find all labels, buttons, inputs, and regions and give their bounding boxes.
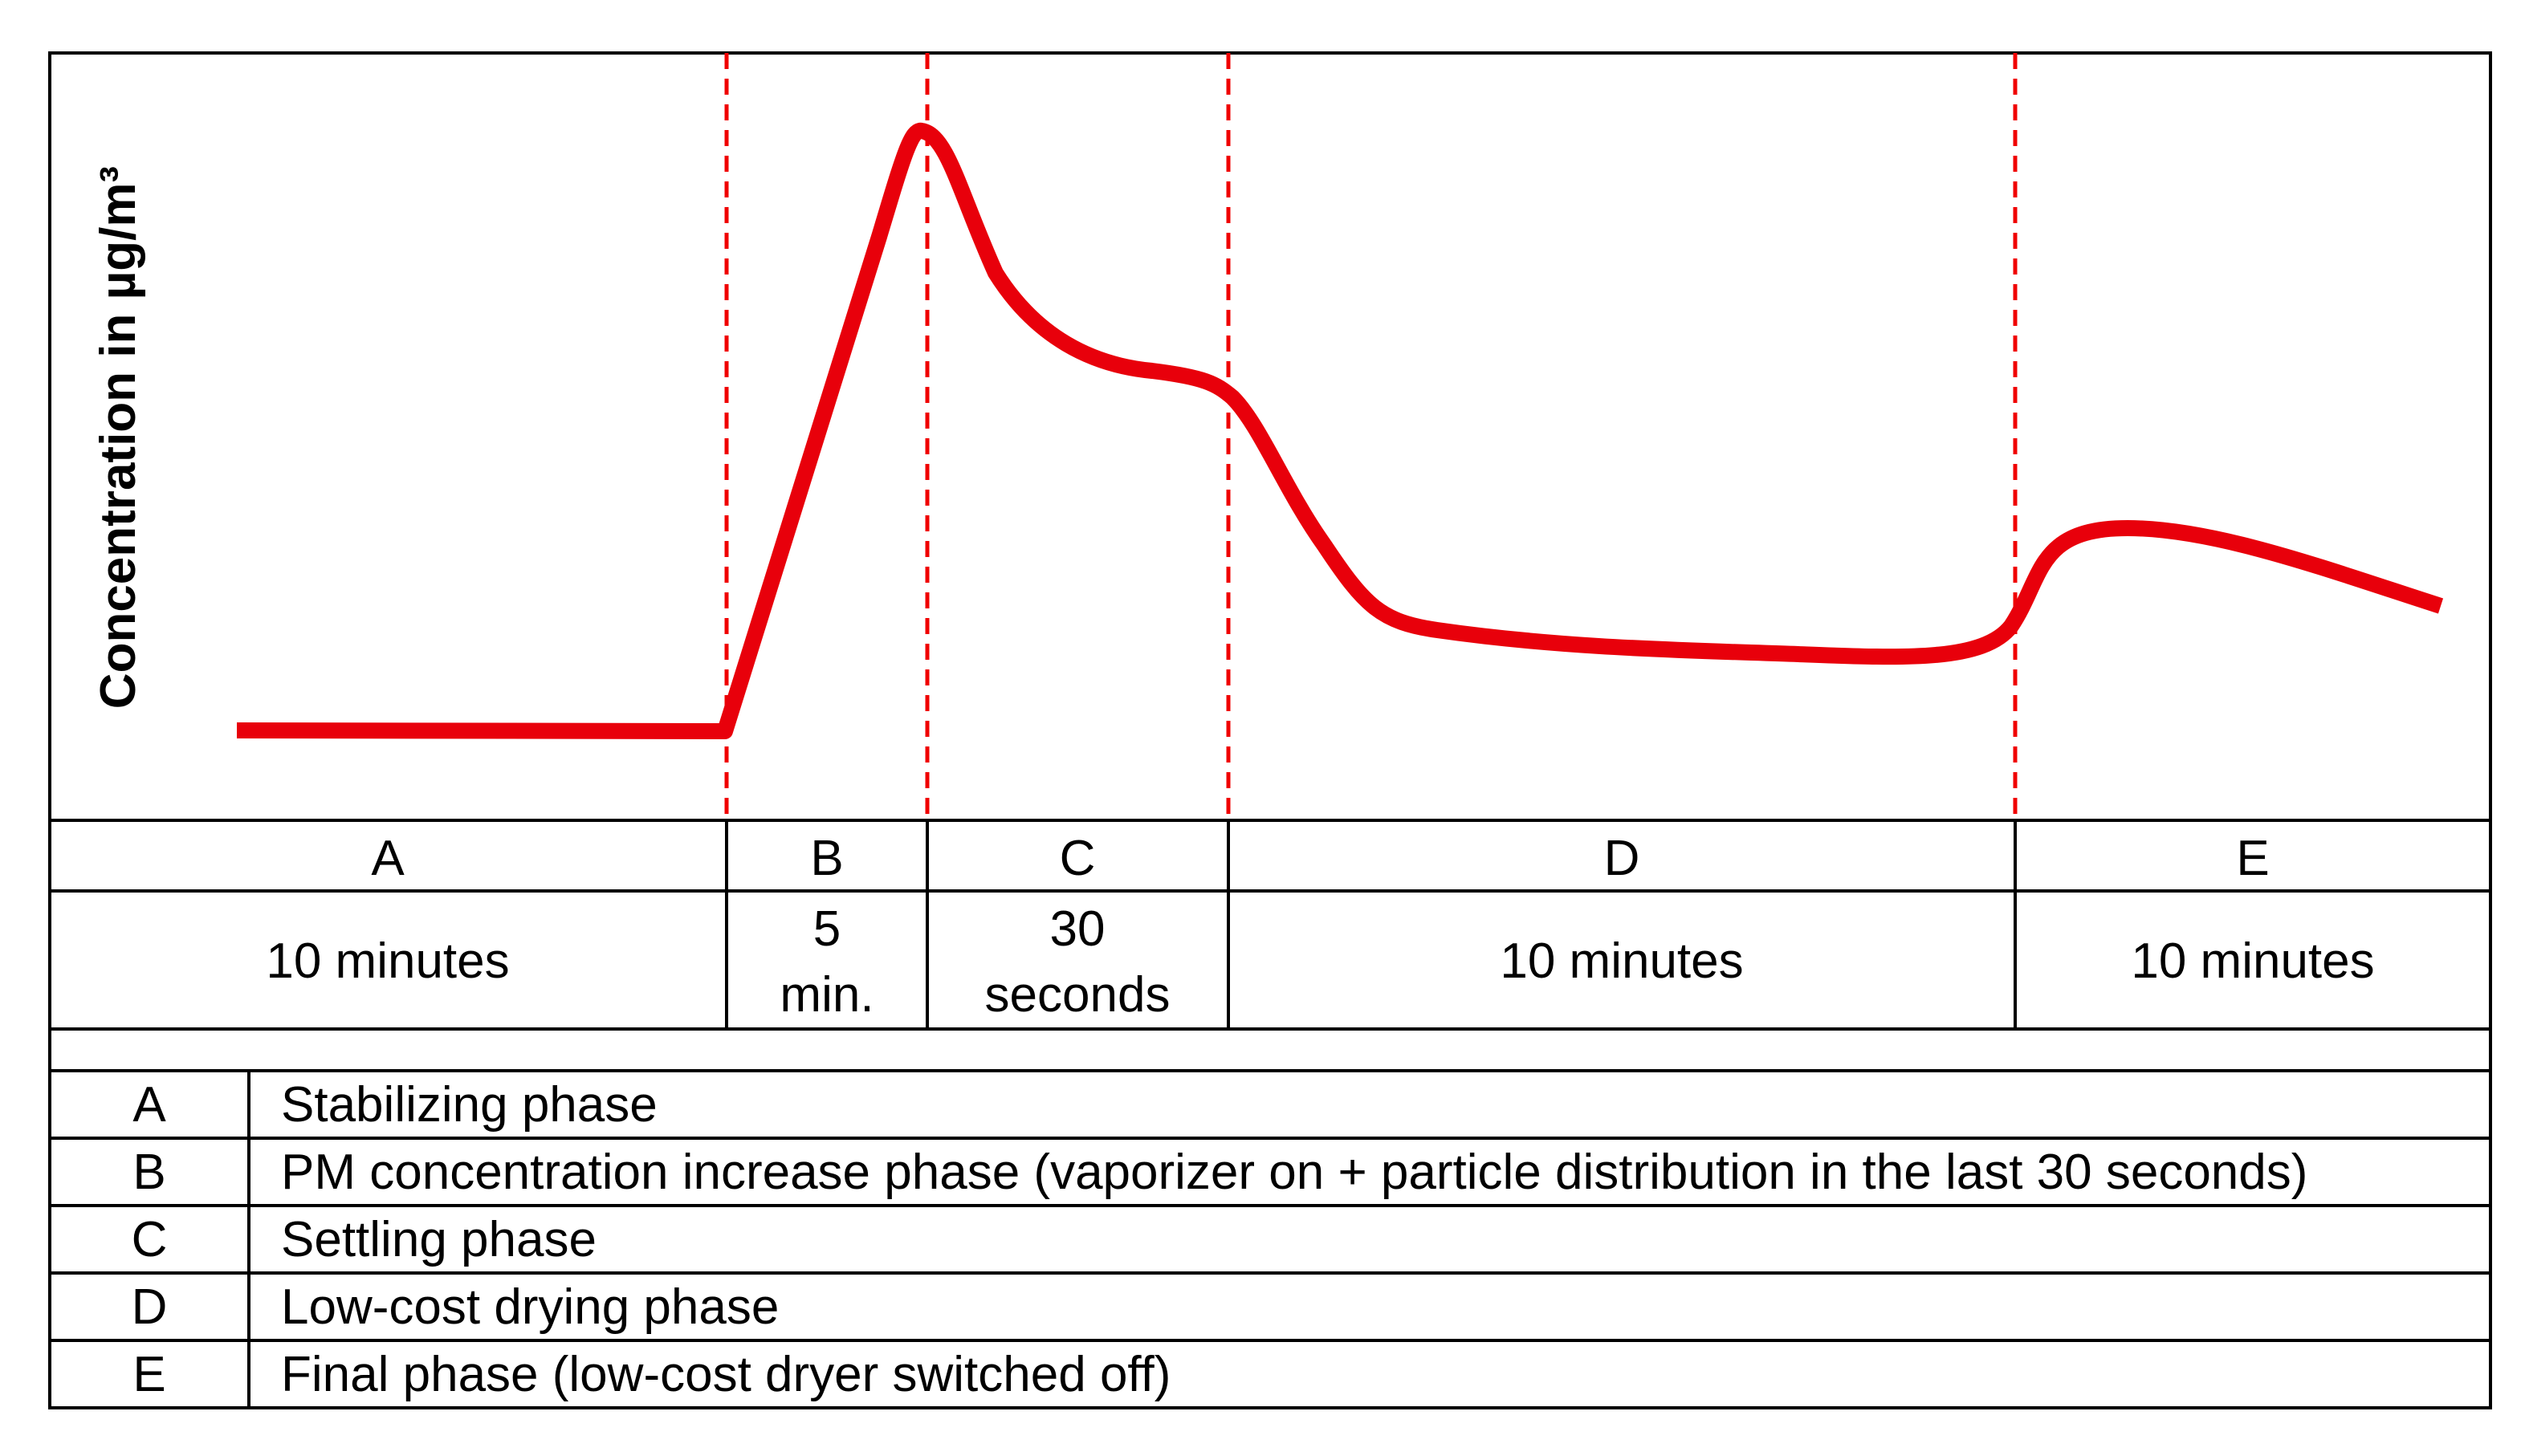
legend-letter: B bbox=[132, 1145, 165, 1200]
phase-letter: E bbox=[2236, 831, 2269, 886]
phase-duration: 30 bbox=[1050, 901, 1106, 957]
concentration-curve bbox=[236, 122, 2444, 739]
spacer-row bbox=[48, 1027, 2492, 1072]
legend-letter: C bbox=[132, 1212, 168, 1267]
phase-letter: D bbox=[1604, 831, 1640, 886]
y-axis-label: Concentration in µg/m³ bbox=[91, 166, 146, 709]
legend-table-frame bbox=[48, 1069, 2492, 1409]
phase-letter: B bbox=[810, 831, 843, 886]
phase-letter: A bbox=[371, 831, 405, 886]
phase-duration: 10 minutes bbox=[266, 933, 509, 989]
phase-dividers bbox=[724, 53, 2018, 820]
plot-frame bbox=[48, 51, 2492, 822]
phase-duration: min. bbox=[780, 967, 874, 1023]
legend-letter: D bbox=[132, 1279, 168, 1335]
legend-letter: A bbox=[132, 1077, 166, 1133]
phase-duration: 5 bbox=[813, 901, 841, 957]
legend-description: Final phase (low-cost dryer switched off… bbox=[281, 1347, 1171, 1402]
legend-letter: E bbox=[132, 1347, 165, 1402]
phase-duration: seconds bbox=[985, 967, 1171, 1023]
phase-table-frame bbox=[48, 819, 2492, 1031]
legend-table: A Stabilizing phase B PM concentration i… bbox=[48, 1069, 2492, 1409]
phase-table: A B C D E 10 minutes 5 min. 30 seconds 1… bbox=[48, 819, 2492, 1031]
legend-description: Stabilizing phase bbox=[281, 1077, 658, 1133]
legend-description: Low-cost drying phase bbox=[281, 1279, 779, 1335]
phase-duration: 10 minutes bbox=[1500, 933, 1743, 989]
plot-area bbox=[48, 51, 2492, 822]
legend-description: Settling phase bbox=[281, 1212, 597, 1267]
phase-letter: C bbox=[1060, 831, 1096, 886]
phase-duration: 10 minutes bbox=[2131, 933, 2374, 989]
legend-description: PM concentration increase phase (vaporiz… bbox=[281, 1145, 2307, 1200]
